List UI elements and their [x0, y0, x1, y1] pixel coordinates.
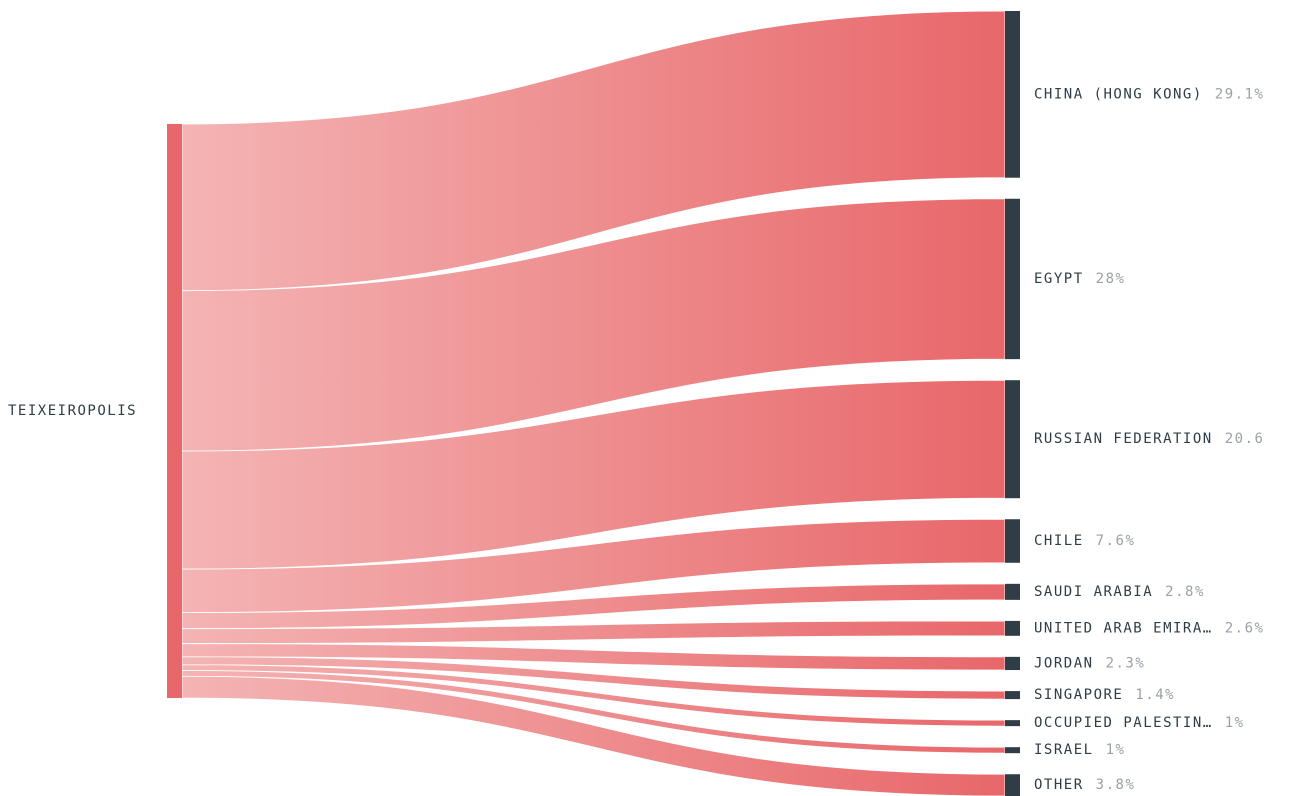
- target-node: [1005, 620, 1020, 636]
- target-percentage: 2.8%: [1165, 584, 1205, 600]
- target-node-label: RUSSIAN FEDERATION 20.6: [1034, 431, 1264, 447]
- target-node: [1005, 11, 1020, 178]
- target-node-label: OCCUPIED PALESTIN… 1%: [1034, 715, 1245, 731]
- target-percentage: 1.4%: [1135, 687, 1175, 703]
- target-name: CHILE: [1034, 533, 1084, 549]
- target-node-label: JORDAN 2.3%: [1034, 655, 1145, 671]
- source-node-label: TEIXEIROPOLIS: [8, 403, 137, 419]
- target-node-label: SAUDI ARABIA 2.8%: [1034, 584, 1205, 600]
- target-node-label: SINGAPORE 1.4%: [1034, 687, 1175, 703]
- sankey-link: [181, 198, 1006, 452]
- target-percentage: 20.6: [1225, 431, 1265, 447]
- target-node: [1005, 720, 1020, 727]
- target-percentage: 1%: [1106, 742, 1126, 758]
- target-percentage: 28%: [1096, 271, 1126, 287]
- target-percentage: 1%: [1225, 715, 1245, 731]
- sankey-link: [181, 675, 1006, 796]
- target-node: [1005, 380, 1020, 499]
- target-name: CHINA (HONG KONG): [1034, 86, 1203, 102]
- target-node-label: CHILE 7.6%: [1034, 533, 1135, 549]
- target-name: EGYPT: [1034, 271, 1084, 287]
- target-percentage: 2.3%: [1106, 655, 1146, 671]
- target-name: RUSSIAN FEDERATION: [1034, 431, 1213, 447]
- target-node: [1005, 583, 1020, 600]
- target-name: OCCUPIED PALESTIN…: [1034, 715, 1213, 731]
- target-node: [1005, 774, 1020, 796]
- sankey-link: [181, 10, 1006, 292]
- target-node: [1005, 747, 1020, 754]
- labels-layer: TEIXEIROPOLIS CHINA (HONG KONG) 29.1% EGYPT…: [8, 86, 1264, 793]
- target-name: ISRAEL: [1034, 742, 1094, 758]
- target-node: [1005, 198, 1020, 360]
- sankey-link: [181, 518, 1006, 614]
- target-name: JORDAN: [1034, 655, 1094, 671]
- target-node-label: CHINA (HONG KONG) 29.1%: [1034, 86, 1264, 102]
- sankey-link: [181, 643, 1006, 671]
- target-node: [1005, 656, 1020, 671]
- sankey-link: [181, 670, 1006, 754]
- target-node-label: EGYPT 28%: [1034, 271, 1125, 287]
- source-node: [167, 124, 182, 698]
- target-name: SINGAPORE: [1034, 687, 1123, 703]
- target-node: [1005, 519, 1020, 563]
- target-node-label: ISRAEL 1%: [1034, 742, 1125, 758]
- target-percentage: 29.1%: [1215, 86, 1265, 102]
- target-percentage: 2.6%: [1225, 620, 1265, 636]
- target-name: OTHER: [1034, 777, 1084, 793]
- target-percentage: 7.6%: [1096, 533, 1136, 549]
- target-percentage: 3.8%: [1096, 777, 1136, 793]
- target-name: SAUDI ARABIA: [1034, 584, 1153, 600]
- nodes-layer: [167, 11, 1020, 796]
- target-name: UNITED ARAB EMIRA…: [1034, 620, 1213, 636]
- target-node-label: UNITED ARAB EMIRA… 2.6%: [1034, 620, 1264, 636]
- links-layer: [181, 10, 1006, 796]
- target-node: [1005, 691, 1020, 700]
- target-node-label: OTHER 3.8%: [1034, 777, 1135, 793]
